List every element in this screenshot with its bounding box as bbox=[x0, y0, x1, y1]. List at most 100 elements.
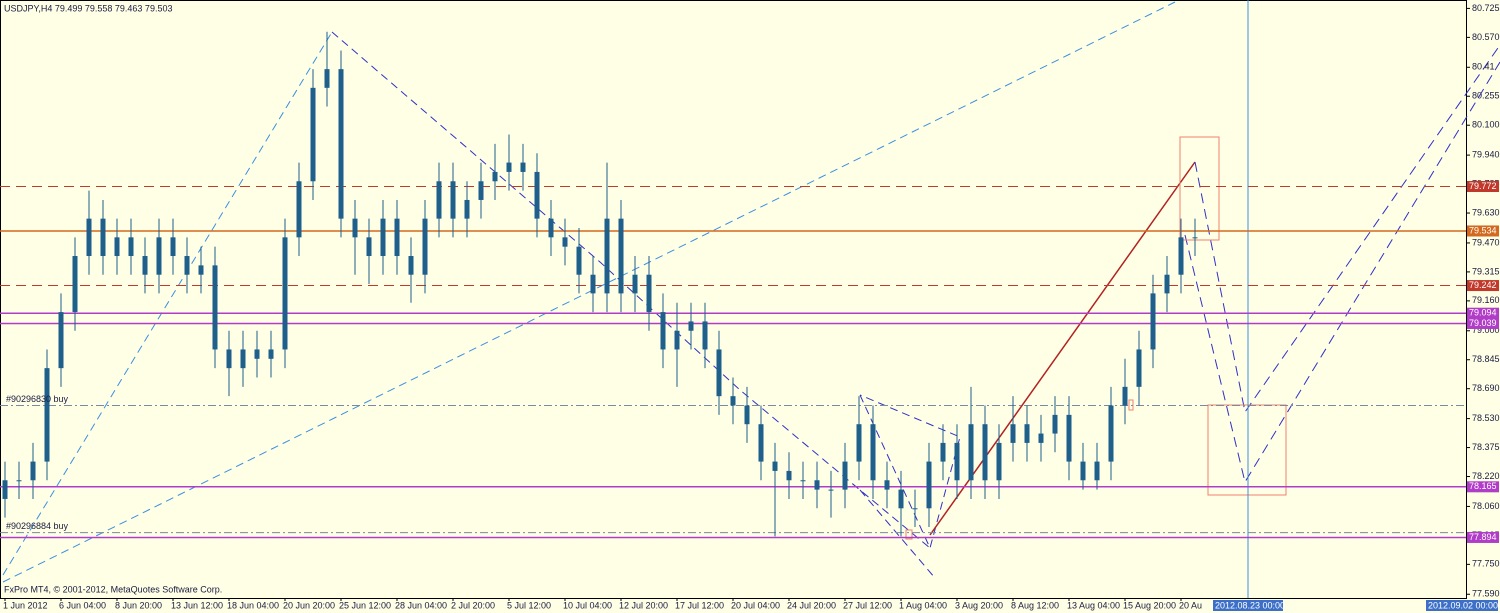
candle-body bbox=[366, 237, 372, 257]
candle-body bbox=[254, 349, 260, 359]
candle-body bbox=[268, 349, 274, 359]
candle-body bbox=[198, 265, 204, 275]
candle-body bbox=[800, 480, 806, 482]
footer: FxPro MT4, © 2001-2012, MetaQuotes Softw… bbox=[4, 584, 222, 594]
trend-line bbox=[929, 161, 1196, 536]
candle-body bbox=[548, 218, 554, 238]
y-tick-label: 78.530 bbox=[1472, 413, 1500, 423]
y-tick-label: 79.470 bbox=[1472, 237, 1500, 247]
candle-body bbox=[1052, 414, 1058, 434]
x-tick-label: 27 Jul 12:00 bbox=[843, 600, 892, 610]
candle-body bbox=[884, 480, 890, 490]
level-label: 78.165 bbox=[1469, 481, 1497, 491]
candle-body bbox=[170, 237, 176, 257]
level-label-bg bbox=[1467, 307, 1499, 319]
pattern bbox=[859, 394, 961, 550]
candle-body bbox=[226, 349, 232, 369]
x-tick-label: 28 Jun 04:00 bbox=[395, 600, 447, 610]
candle-body bbox=[814, 480, 820, 490]
candle-body bbox=[506, 162, 512, 172]
candle-body bbox=[114, 237, 120, 257]
y-tick-label: 78.690 bbox=[1472, 383, 1500, 393]
x-tick-label: 2 Jul 20:00 bbox=[451, 600, 495, 610]
candle-body bbox=[44, 368, 50, 462]
candle-body bbox=[156, 237, 162, 275]
level-label-bg bbox=[1467, 317, 1499, 329]
candle-body bbox=[618, 218, 624, 294]
candle-body bbox=[660, 312, 666, 350]
x-tick-label: 1 Jun 2012 bbox=[3, 600, 48, 610]
order-label: #90296884 buy bbox=[6, 521, 69, 531]
candle-body bbox=[982, 424, 988, 481]
candle-body bbox=[2, 480, 8, 499]
candle-body bbox=[856, 424, 862, 462]
level-label: 79.534 bbox=[1469, 225, 1497, 235]
level-label: 79.094 bbox=[1469, 308, 1497, 318]
y-tick-label: 77.590 bbox=[1472, 589, 1500, 599]
candle-body bbox=[464, 199, 470, 219]
candle-body bbox=[1080, 461, 1086, 481]
candle-body bbox=[674, 330, 680, 350]
candle-body bbox=[1024, 424, 1030, 443]
candle-body bbox=[758, 424, 764, 462]
candle-body bbox=[408, 256, 414, 275]
candle-body bbox=[1150, 293, 1156, 350]
candle-body bbox=[688, 321, 694, 331]
order-label: #90296830 buy bbox=[6, 394, 69, 404]
candle-body bbox=[898, 489, 904, 509]
candle-body bbox=[1066, 414, 1072, 462]
vline-label-bg bbox=[1213, 600, 1283, 611]
candle-body bbox=[828, 489, 834, 491]
candle-body bbox=[422, 218, 428, 275]
y-tick-label: 80.570 bbox=[1472, 32, 1500, 42]
candle-body bbox=[310, 87, 316, 182]
x-tick-label: 17 Jul 12:00 bbox=[675, 600, 724, 610]
zone bbox=[1179, 136, 1220, 241]
candle-body bbox=[1038, 433, 1044, 443]
x-tick-label: 13 Aug 04:00 bbox=[1067, 600, 1120, 610]
x-tick-label: 8 Jun 20:00 bbox=[115, 600, 162, 610]
candle-body bbox=[912, 508, 918, 510]
candle-body bbox=[324, 69, 330, 88]
end-label: 2012.09.02 00:00 bbox=[1428, 600, 1498, 610]
projection bbox=[1194, 44, 1500, 414]
x-tick-label: 13 Jun 12:00 bbox=[171, 600, 223, 610]
candle-body bbox=[394, 218, 400, 257]
y-tick-label: 80.100 bbox=[1472, 120, 1500, 130]
candle-body bbox=[1178, 237, 1184, 275]
candle-body bbox=[744, 405, 750, 425]
y-tick-label: 80.725 bbox=[1472, 3, 1500, 13]
candle-body bbox=[478, 181, 484, 200]
x-tick-label: 18 Jun 04:00 bbox=[227, 600, 279, 610]
candle-body bbox=[16, 480, 22, 482]
candle-body bbox=[142, 256, 148, 275]
level-label: 79.242 bbox=[1469, 280, 1497, 290]
candle-body bbox=[492, 171, 498, 182]
candle-body bbox=[86, 218, 92, 257]
y-tick-label: 79.160 bbox=[1472, 295, 1500, 305]
candle-body bbox=[926, 461, 932, 509]
projection bbox=[1184, 61, 1500, 484]
x-tick-label: 15 Aug 20:00 bbox=[1123, 600, 1176, 610]
x-tick-label: 10 Jul 04:00 bbox=[563, 600, 612, 610]
y-tick-label: 78.845 bbox=[1472, 354, 1500, 364]
level-label: 77.894 bbox=[1469, 532, 1497, 542]
candle-body bbox=[534, 171, 540, 219]
candle-body bbox=[240, 349, 246, 369]
trend-line bbox=[331, 31, 931, 549]
chart-title: USDJPY,H4 79.499 79.558 79.463 79.503 bbox=[4, 3, 172, 13]
y-tick-label: 78.060 bbox=[1472, 501, 1500, 511]
candle-body bbox=[842, 461, 848, 490]
x-tick-label: 6 Jun 04:00 bbox=[59, 600, 106, 610]
x-tick-label: 20 Jul 04:00 bbox=[731, 600, 780, 610]
level-label-bg bbox=[1467, 280, 1499, 292]
candle-body bbox=[1108, 405, 1114, 462]
x-tick-label: 12 Jul 20:00 bbox=[619, 600, 668, 610]
candle-body bbox=[380, 218, 386, 257]
plot-frame bbox=[0, 0, 1467, 599]
zone bbox=[905, 529, 913, 540]
x-tick-label: 25 Jun 12:00 bbox=[339, 600, 391, 610]
candle-body bbox=[730, 396, 736, 406]
vline-label: 2012.08.23 00:00 bbox=[1215, 600, 1285, 610]
